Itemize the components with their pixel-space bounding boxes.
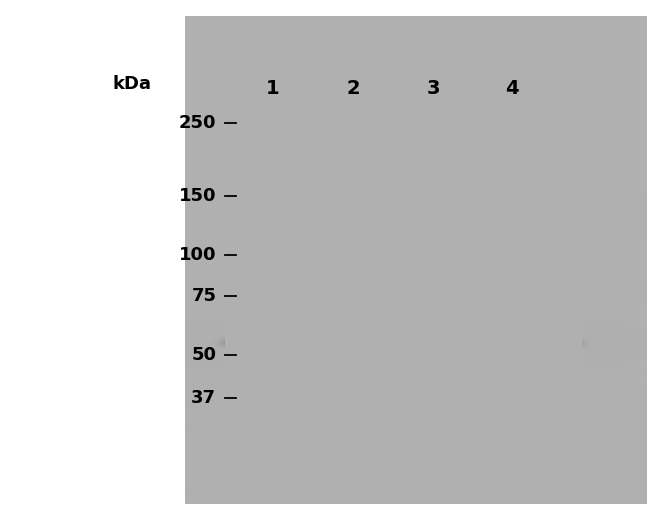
Text: 4: 4 — [505, 79, 519, 98]
Text: 150: 150 — [179, 187, 216, 205]
Text: 2: 2 — [346, 79, 360, 98]
Text: 3: 3 — [427, 79, 441, 98]
Text: 100: 100 — [179, 246, 216, 264]
Text: kDa: kDa — [113, 75, 152, 94]
FancyBboxPatch shape — [225, 74, 582, 451]
Text: 37: 37 — [191, 389, 216, 408]
Text: 75: 75 — [191, 288, 216, 305]
Text: 1: 1 — [266, 79, 280, 98]
Text: 50: 50 — [191, 346, 216, 364]
Text: 250: 250 — [179, 114, 216, 132]
